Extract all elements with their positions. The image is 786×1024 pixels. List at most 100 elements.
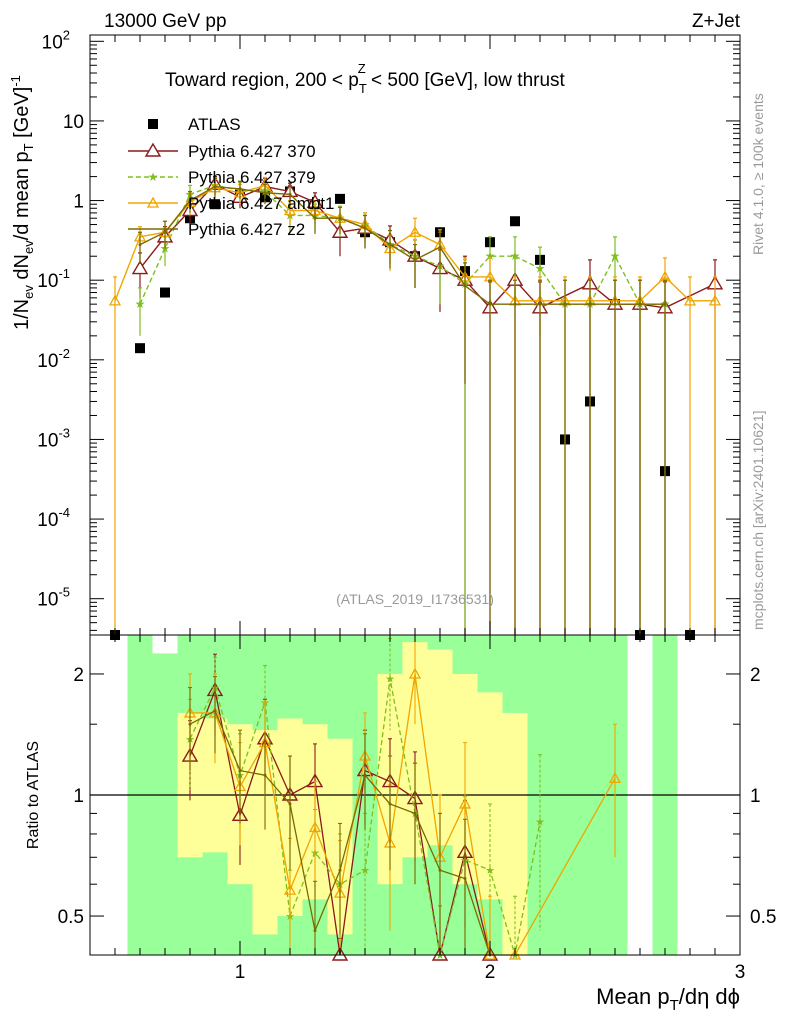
main-y-tick-label: 10-5 xyxy=(37,585,70,611)
main-y-tick-label: 10 xyxy=(63,112,84,133)
ratio-y-tick-label: 2 xyxy=(73,665,84,686)
main-y-tick-label: 10-4 xyxy=(37,505,70,531)
data-point xyxy=(510,216,520,227)
data-point xyxy=(283,204,297,216)
data-point xyxy=(338,216,342,220)
legend-marker xyxy=(144,142,162,157)
data-point xyxy=(408,225,422,237)
data-point xyxy=(263,191,267,195)
data-point xyxy=(463,284,467,288)
data-point: ★ xyxy=(610,249,621,263)
data-point xyxy=(708,294,722,306)
header-left-title: 13000 GeV pp xyxy=(104,11,227,32)
data-point xyxy=(163,230,167,234)
ratio-point xyxy=(238,769,242,773)
data-point xyxy=(213,185,217,189)
ratio-y-tick-label-right: 1 xyxy=(750,786,761,807)
ratio-point xyxy=(288,802,292,806)
series-pythia-6-427-z2 xyxy=(138,177,667,635)
data-point xyxy=(335,193,345,204)
data-point xyxy=(135,343,145,354)
data-point xyxy=(131,260,149,275)
ratio-point: ★ xyxy=(360,865,370,877)
watermark: (ATLAS_2019_I1736531) xyxy=(336,591,494,607)
ratio-point xyxy=(331,946,349,961)
ratio-point xyxy=(388,802,392,806)
rivet-label: Rivet 4.1.0, ≥ 100k events xyxy=(750,93,766,255)
ratio-point xyxy=(608,772,622,784)
ratio-plot-area: ★★★★★★★★★★★★★★★ xyxy=(90,634,740,962)
data-point xyxy=(588,302,592,306)
x-tick-label: 3 xyxy=(735,962,746,983)
main-y-axis: 10-5 10-4 10-3 10-2 10-1 1 10 102 xyxy=(37,27,741,635)
x-axis-label: Mean pT/dη dϕ xyxy=(596,984,740,1014)
ratio-y-tick-label: 1 xyxy=(73,786,84,807)
data-point xyxy=(363,226,367,230)
ratio-point xyxy=(431,946,449,961)
data-point: ★ xyxy=(535,262,546,276)
data-point xyxy=(488,302,492,306)
data-point xyxy=(663,302,667,306)
band-green xyxy=(152,653,178,955)
ratio-point xyxy=(313,929,317,933)
ratio-point: ★ xyxy=(435,950,445,962)
main-y-tick-label: 102 xyxy=(42,27,70,53)
main-y-tick-label: 10-2 xyxy=(37,346,70,372)
ratio-point xyxy=(188,722,192,726)
main-y-label: 1/Nev dNev/d mean pT [GeV]-1 xyxy=(8,75,36,330)
legend-label: Pythia 6.427 379 xyxy=(188,168,316,187)
legend-label: Pythia 6.427 z2 xyxy=(188,220,305,239)
data-point xyxy=(160,287,170,298)
main-y-tick-label: 10-1 xyxy=(37,266,70,292)
series-line xyxy=(139,185,665,305)
data-point xyxy=(683,294,697,306)
data-point xyxy=(188,199,192,203)
ratio-point: ★ xyxy=(485,865,495,877)
ratio-point xyxy=(263,773,267,777)
data-point xyxy=(313,216,317,220)
band-yellow xyxy=(502,712,528,955)
ratio-y-tick-label-right: 2 xyxy=(750,665,761,686)
ratio-y-label: Ratio to ATLAS xyxy=(25,741,42,849)
ratio-point xyxy=(213,709,217,713)
ratio-point xyxy=(363,773,367,777)
plot-title: Toward region, 200 < pTZ < 500 [GeV], lo… xyxy=(165,61,566,96)
legend-label: Pythia 6.427 ambt1 xyxy=(188,194,334,213)
data-point xyxy=(210,199,220,210)
ratio-point xyxy=(458,797,472,809)
main-plot-area: ★★★★★★★★★★★★★★★★★★★★★★ xyxy=(108,175,724,640)
data-point xyxy=(388,243,392,247)
ratio-y-tick-label: 0.5 xyxy=(58,907,84,928)
data-point xyxy=(438,245,442,249)
ratio-point xyxy=(408,667,422,679)
data-point xyxy=(538,302,542,306)
ratio-point xyxy=(438,868,442,872)
data-point: ★ xyxy=(485,249,496,263)
data-point: ★ xyxy=(135,297,146,311)
data-point xyxy=(138,243,142,247)
ratio-point xyxy=(413,811,417,815)
ratio-series-pythia-6-427-z2 xyxy=(188,676,492,957)
header-right-title: Z+Jet xyxy=(692,11,741,32)
legend: ATLAS Pythia 6.427 370 ★ Pythia 6.427 379 Py… xyxy=(128,115,334,239)
x-tick-label: 2 xyxy=(485,962,496,983)
data-point xyxy=(638,302,642,306)
data-point xyxy=(613,302,617,306)
data-point: ★ xyxy=(510,249,521,263)
legend-label: ATLAS xyxy=(188,115,241,134)
ratio-point xyxy=(283,883,297,895)
main-panel: ★★★★★★★★★★★★★★★★★★★★★★ 10-510-410-310-21… xyxy=(8,27,741,640)
ratio-point: ★ xyxy=(385,673,395,685)
legend-marker xyxy=(146,196,160,208)
ratio-y-tick-label-right: 0.5 xyxy=(750,907,776,928)
data-point xyxy=(108,294,122,306)
data-point xyxy=(288,192,292,196)
data-point xyxy=(413,258,417,262)
data-point xyxy=(238,187,242,191)
ratio-point: ★ xyxy=(535,816,545,828)
legend-label: Pythia 6.427 370 xyxy=(188,142,316,161)
mcplots-label: mcplots.cern.ch [arXiv:2401.10621] xyxy=(750,411,766,630)
ratio-point xyxy=(481,946,499,961)
